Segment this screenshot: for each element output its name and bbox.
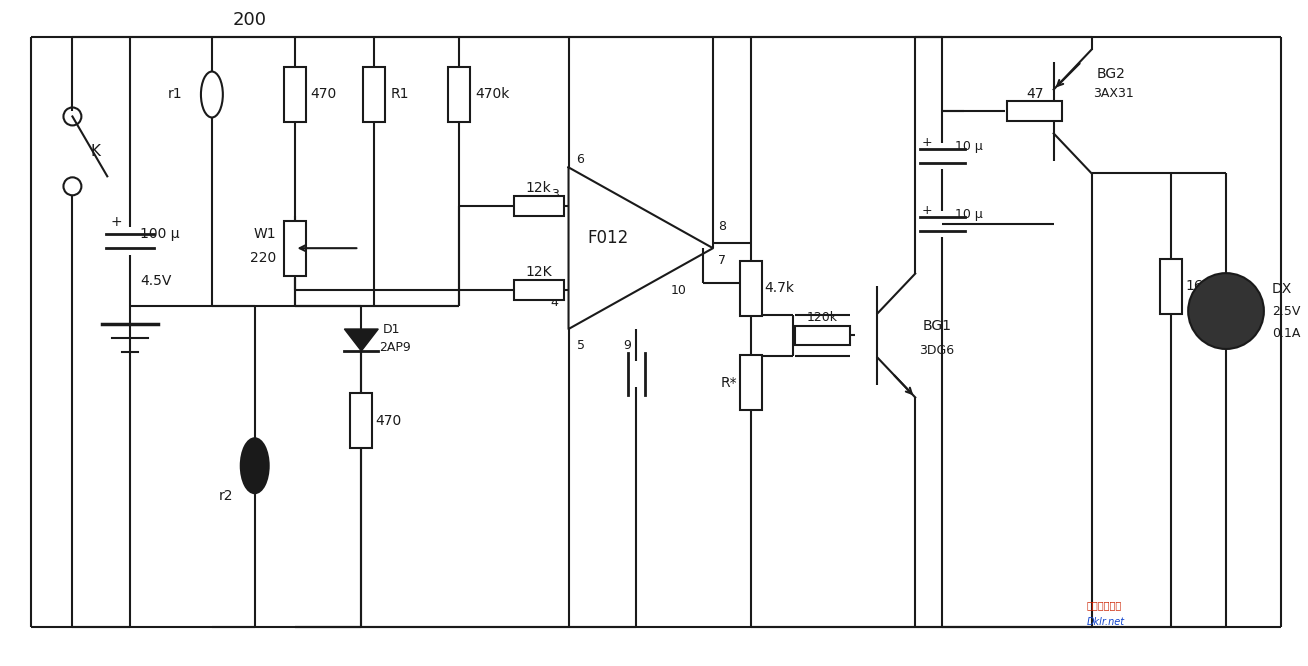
- Bar: [514, 196, 564, 216]
- Text: 7: 7: [718, 254, 726, 266]
- Text: 5: 5: [577, 340, 585, 352]
- Text: K: K: [90, 144, 101, 159]
- Bar: [740, 356, 761, 410]
- Text: 3AX31: 3AX31: [1093, 87, 1134, 100]
- Bar: [364, 67, 386, 122]
- Text: 10 μ: 10 μ: [955, 208, 982, 220]
- Text: 6: 6: [577, 153, 585, 166]
- Text: W1: W1: [254, 227, 277, 241]
- Text: 470: 470: [375, 414, 402, 428]
- Text: 120k: 120k: [807, 311, 838, 324]
- Text: 12k: 12k: [526, 181, 552, 195]
- Text: D1: D1: [383, 322, 400, 336]
- Text: BG2: BG2: [1096, 67, 1125, 81]
- Bar: [351, 394, 373, 448]
- Text: +: +: [922, 136, 933, 149]
- Text: Dklr.net: Dklr.net: [1087, 617, 1125, 627]
- Text: DX: DX: [1271, 282, 1292, 296]
- Text: 200: 200: [233, 11, 267, 29]
- Text: 2AP9: 2AP9: [379, 342, 411, 354]
- Polygon shape: [344, 329, 378, 351]
- Text: 3DG6: 3DG6: [920, 344, 955, 357]
- Bar: [284, 67, 306, 122]
- Text: 4: 4: [551, 296, 559, 308]
- Ellipse shape: [201, 71, 222, 117]
- Text: 2.5V: 2.5V: [1271, 304, 1300, 318]
- Bar: [284, 220, 306, 276]
- Text: +: +: [111, 215, 122, 229]
- Text: 8: 8: [718, 220, 726, 232]
- Text: 16: 16: [1185, 279, 1203, 293]
- Bar: [1160, 258, 1182, 314]
- Bar: [1007, 101, 1062, 121]
- Text: r2: r2: [218, 489, 233, 503]
- Text: 10 μ: 10 μ: [955, 140, 982, 153]
- Text: 12K: 12K: [526, 265, 552, 279]
- Bar: [740, 260, 761, 316]
- Text: R*: R*: [721, 376, 736, 390]
- Ellipse shape: [241, 438, 268, 493]
- Text: 100 μ: 100 μ: [140, 227, 179, 241]
- Ellipse shape: [1188, 273, 1264, 349]
- Bar: [449, 67, 470, 122]
- Text: 10: 10: [671, 284, 687, 296]
- Text: 电子开发社区: 电子开发社区: [1087, 601, 1122, 611]
- Text: 3: 3: [551, 188, 559, 200]
- Text: 4.5V: 4.5V: [140, 274, 171, 288]
- Bar: [514, 280, 564, 300]
- Text: +: +: [922, 204, 933, 216]
- Text: 0.1A: 0.1A: [1271, 326, 1300, 340]
- Text: 470k: 470k: [475, 87, 509, 101]
- Text: r1: r1: [167, 87, 182, 101]
- Text: BG1: BG1: [922, 318, 951, 332]
- Bar: [795, 326, 850, 346]
- Text: 47: 47: [1025, 87, 1044, 101]
- Text: 4.7k: 4.7k: [765, 281, 795, 295]
- Text: R1: R1: [390, 87, 408, 101]
- Text: 470: 470: [310, 87, 336, 101]
- Text: F012: F012: [587, 229, 629, 247]
- Text: 9: 9: [624, 340, 632, 352]
- Text: 220: 220: [250, 251, 277, 265]
